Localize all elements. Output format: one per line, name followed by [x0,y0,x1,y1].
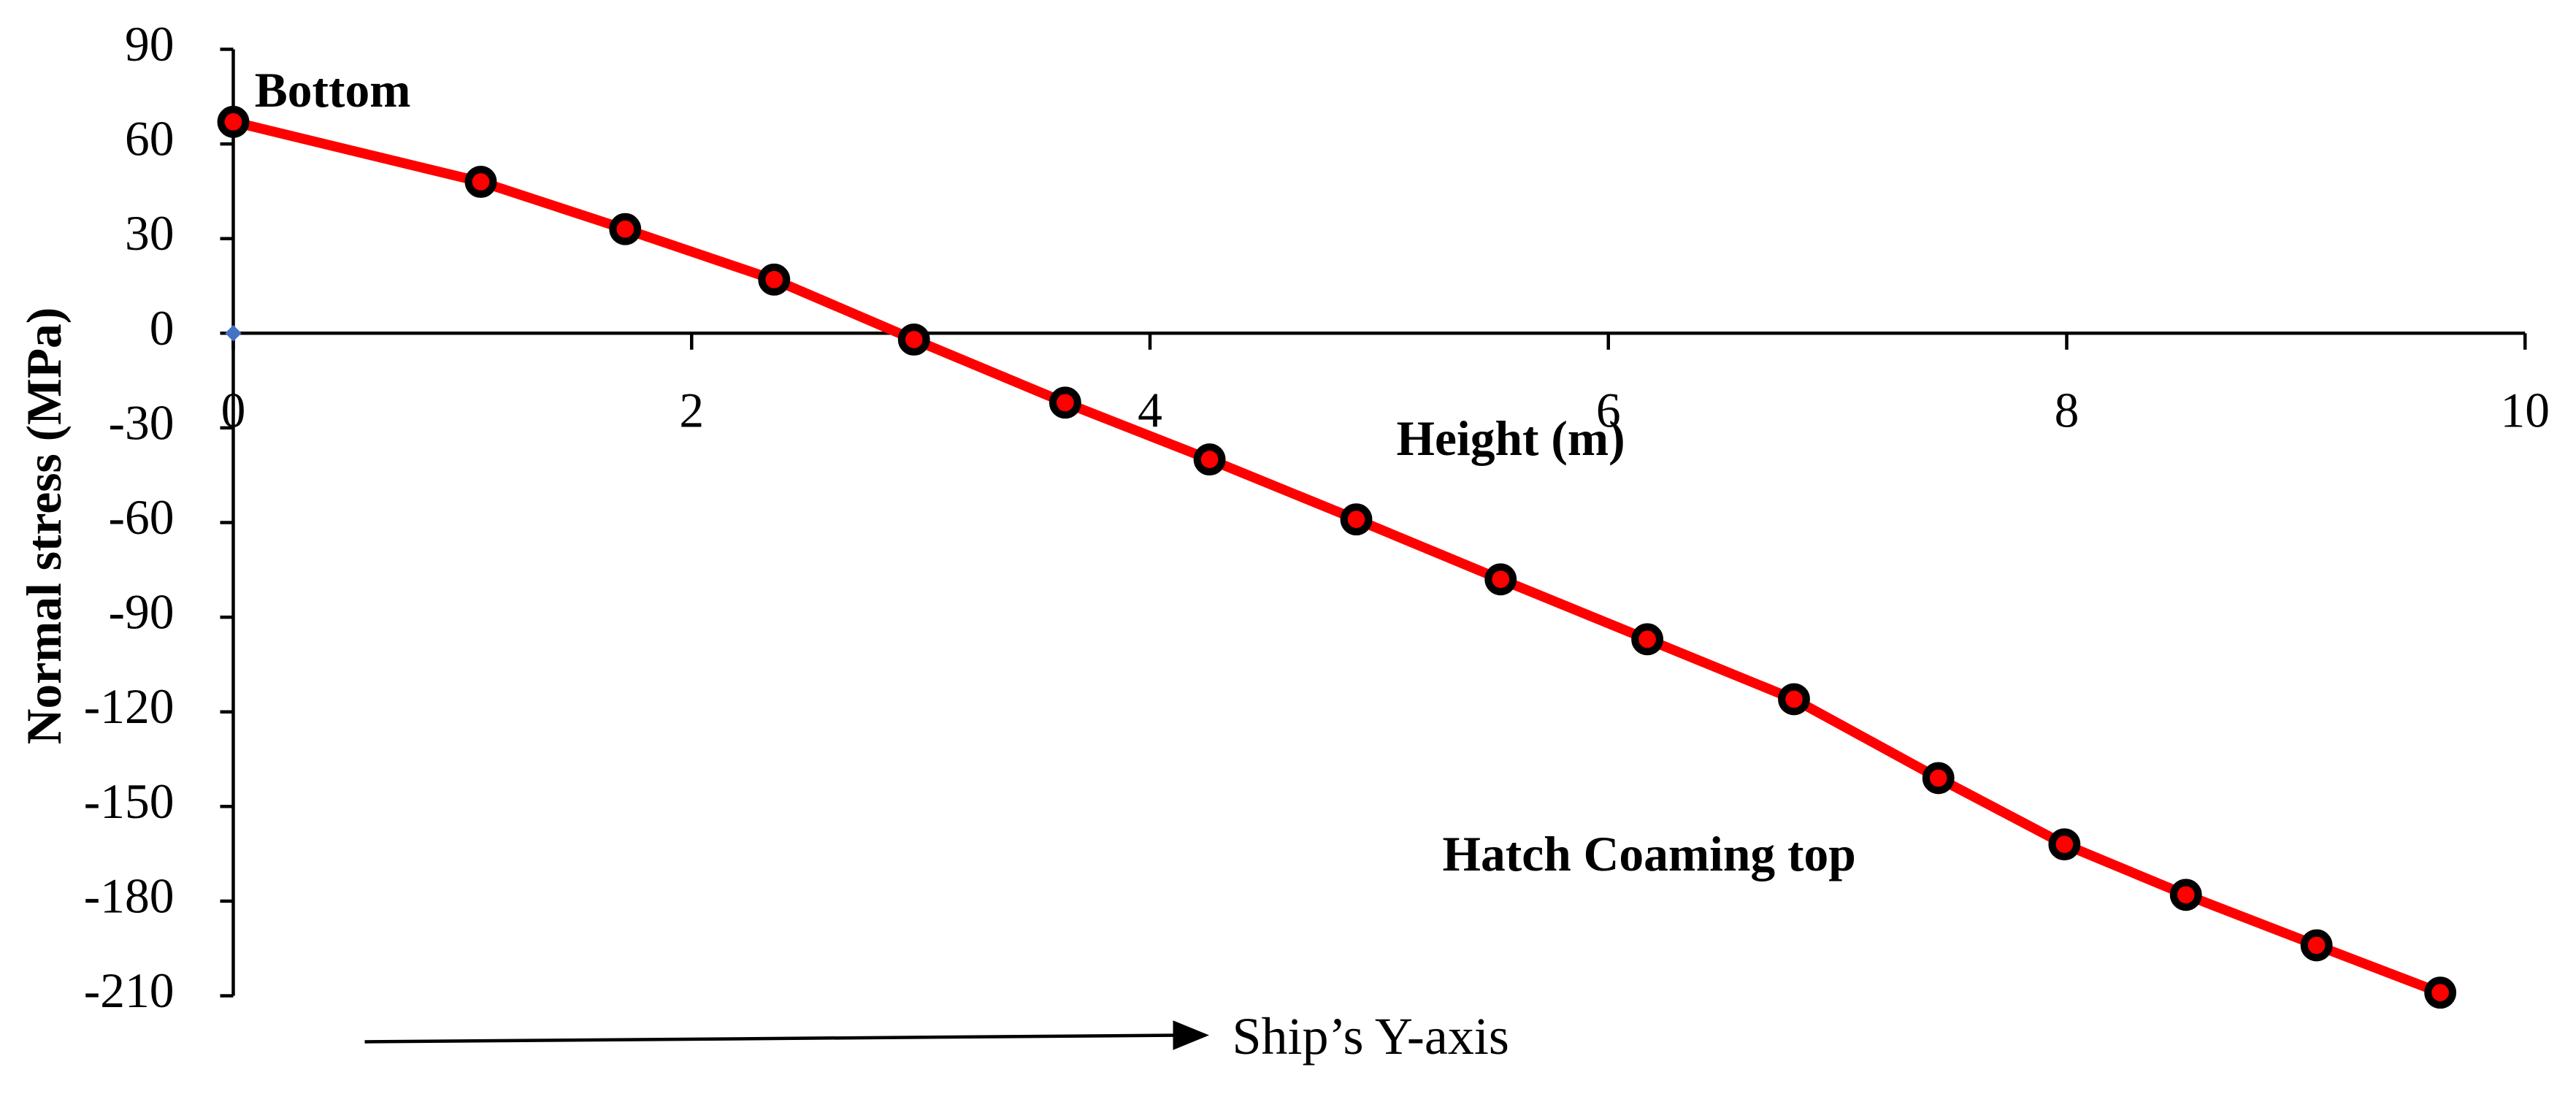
marker [1778,683,1810,716]
x-tick-label: 10 [2501,383,2550,437]
x-tick-label: 8 [2055,383,2079,437]
marker [2169,879,2202,911]
y-tick-label: 60 [125,112,175,167]
y-tick-label: -150 [84,774,175,829]
marker [1484,563,1517,596]
arrow-head [1173,1020,1209,1050]
marker [1922,762,1955,795]
marker [464,166,497,198]
marker [758,263,791,296]
marker [1631,623,1664,656]
line [231,117,2442,998]
y-axis-title: Normal stress (MPa) [17,307,72,745]
marker [2300,929,2333,962]
y-tick-label: -60 [109,490,175,545]
arrow [364,1033,1180,1044]
x-tick-label: 0 [221,383,246,437]
x-tick-label: 2 [679,383,704,437]
marker [2424,976,2457,1009]
y-tick-label: 0 [150,301,175,356]
annotation: Hatch Coaming top [1443,827,1856,881]
marker [217,105,250,138]
marker [2048,828,2081,861]
y-tick-label: -30 [109,395,175,450]
x-tick-label: 6 [1596,383,1621,437]
annotation: Ship’s Y-axis [1233,1007,1509,1066]
y-tick-label: -120 [84,679,175,734]
y-tick-label: 90 [125,17,175,72]
y-tick-label: -180 [84,868,175,923]
marker [1193,443,1226,476]
marker [225,325,242,342]
marker [897,324,930,356]
y-tick-label: 30 [125,206,175,261]
x-axis-title: Height (m) [1397,411,1625,466]
marker [1340,503,1373,536]
annotation: Bottom [255,63,411,118]
marker [609,213,642,245]
marker [1049,386,1081,419]
y-tick-label: -90 [109,585,175,640]
y-tick-label: -210 [84,963,175,1018]
